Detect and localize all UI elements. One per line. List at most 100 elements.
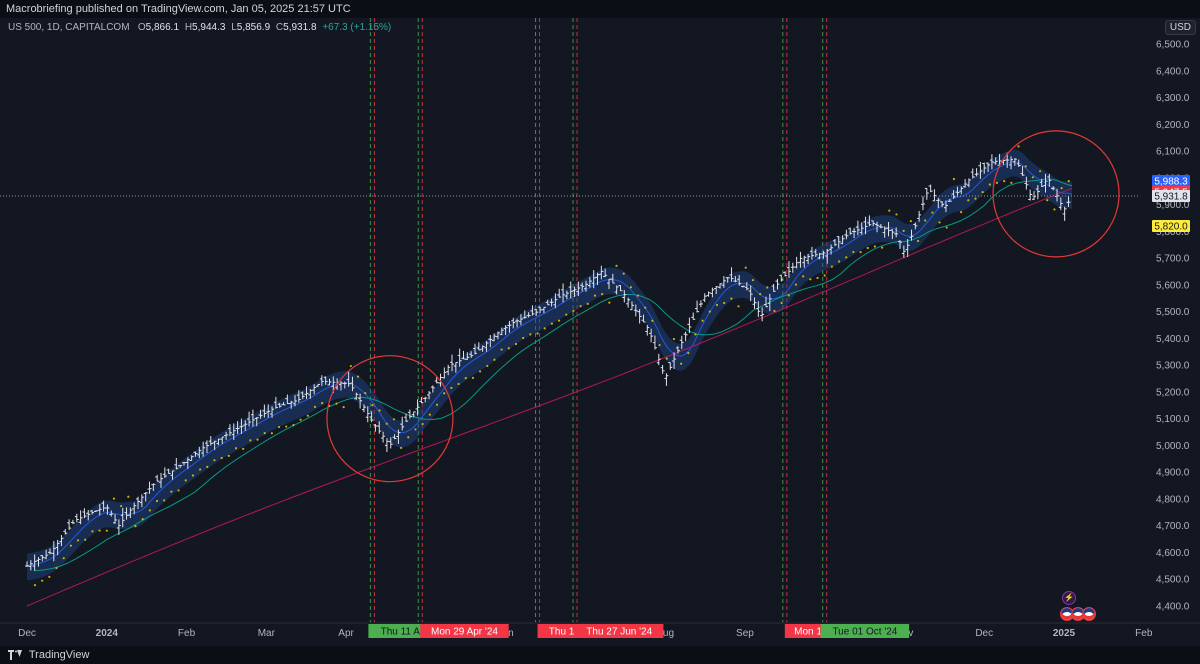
- session-date-label: Thu 11 Apr '24: [381, 627, 445, 638]
- sar-dot: [615, 264, 618, 267]
- sar-dot: [601, 293, 604, 296]
- sar-dot: [794, 283, 798, 286]
- sar-dot: [69, 544, 72, 547]
- price-label-box: [1152, 190, 1190, 203]
- sar-dot: [414, 428, 417, 431]
- sar-dot: [486, 364, 489, 368]
- sar-dot: [478, 370, 482, 373]
- sar-dot: [916, 239, 920, 243]
- sar-dot: [256, 438, 259, 441]
- sar-dot: [859, 251, 862, 254]
- sar-dot: [285, 425, 288, 428]
- sar-dot: [543, 327, 546, 330]
- sar-dot: [1038, 170, 1042, 173]
- sar-dot: [773, 309, 776, 313]
- slow-average-line: [34, 178, 1073, 572]
- sar-dot: [550, 322, 553, 325]
- close-label: C: [275, 22, 284, 33]
- sar-dot: [450, 386, 453, 389]
- sar-dot: [84, 538, 87, 541]
- sar-dot: [945, 226, 948, 229]
- y-tick-label: 6,400.0: [1156, 66, 1190, 77]
- sar-dot: [572, 309, 575, 312]
- sar-dot: [184, 479, 187, 482]
- sar-dot: [464, 377, 467, 380]
- sar-dot: [816, 276, 819, 280]
- sar-dot: [270, 432, 273, 435]
- sar-dot: [1060, 187, 1063, 190]
- sar-dot: [141, 518, 144, 521]
- sar-dot: [120, 504, 123, 508]
- sar-dot: [823, 274, 826, 277]
- moving-average-line: [26, 161, 1073, 567]
- sar-dot: [1010, 181, 1013, 184]
- sar-dot: [33, 584, 37, 587]
- sar-dot: [1031, 176, 1034, 179]
- sar-dot: [672, 337, 676, 341]
- sar-dot: [888, 209, 891, 212]
- sar-dot: [306, 414, 309, 417]
- sar-dot: [809, 278, 812, 281]
- brand-name: TradingView: [28, 649, 90, 661]
- sar-dot: [680, 362, 683, 365]
- high-label: H: [184, 22, 193, 33]
- sar-dot: [837, 260, 841, 263]
- sar-dot: [974, 197, 977, 200]
- sar-dot: [744, 266, 747, 269]
- sar-dot: [234, 447, 238, 450]
- sar-dot: [177, 489, 180, 492]
- sar-dot: [644, 306, 647, 309]
- sar-dot: [988, 183, 991, 186]
- sar-dot: [665, 357, 668, 360]
- sar-dot: [1003, 180, 1006, 183]
- sar-dot: [1024, 165, 1027, 168]
- price-label-text: 5,931.8: [1154, 192, 1188, 203]
- y-tick-label: 4,500.0: [1156, 575, 1190, 586]
- currency-button[interactable]: USD: [1164, 20, 1196, 35]
- sar-dot: [191, 474, 195, 477]
- sar-dot: [400, 446, 403, 449]
- sar-dot: [952, 177, 956, 181]
- sar-dot: [242, 447, 245, 450]
- x-tick-label: Mar: [258, 628, 276, 639]
- y-tick-label: 4,600.0: [1156, 548, 1190, 559]
- economic-events-icon[interactable]: [1060, 607, 1096, 621]
- annotation-circle[interactable]: [326, 355, 454, 483]
- sar-dot: [830, 265, 833, 268]
- tradingview-logo-icon: [8, 650, 22, 661]
- open-label: O: [137, 22, 146, 33]
- y-tick-label: 6,500.0: [1156, 40, 1190, 51]
- sar-dot: [356, 375, 360, 378]
- sar-dot: [651, 319, 654, 322]
- sar-dot: [536, 332, 539, 335]
- sar-dot: [342, 405, 345, 409]
- sar-dot: [443, 392, 446, 395]
- sar-dot: [105, 529, 108, 532]
- sar-dot: [127, 495, 130, 498]
- y-tick-label: 5,500.0: [1156, 307, 1190, 318]
- y-tick-label: 5,600.0: [1156, 280, 1190, 291]
- sar-dot: [780, 301, 783, 305]
- sar-dot: [579, 305, 582, 308]
- symbol-label[interactable]: US 500, 1D, CAPITALCOM: [8, 22, 130, 33]
- annotation-circle[interactable]: [992, 130, 1120, 258]
- sar-dot: [723, 301, 726, 305]
- sar-dot: [170, 490, 173, 493]
- sar-dot: [249, 439, 252, 442]
- lightning-icon[interactable]: ⚡: [1062, 591, 1076, 605]
- sar-dot: [522, 336, 525, 340]
- sar-dot: [924, 219, 927, 222]
- y-tick-label: 4,800.0: [1156, 494, 1190, 505]
- sar-dot: [335, 402, 338, 405]
- price-axis[interactable]: [1140, 18, 1200, 646]
- sar-dot: [629, 286, 632, 289]
- sar-dot: [321, 402, 324, 405]
- sar-dot: [155, 499, 159, 503]
- sar-dot: [435, 403, 439, 406]
- sar-dot: [586, 302, 589, 305]
- sar-dot: [873, 245, 877, 248]
- sar-dot: [967, 199, 970, 202]
- y-tick-label: 5,300.0: [1156, 361, 1190, 372]
- sar-dot: [866, 246, 869, 250]
